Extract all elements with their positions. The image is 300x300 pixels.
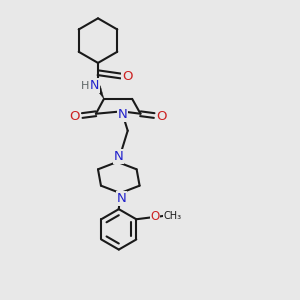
Text: O: O <box>69 110 80 123</box>
Text: N: N <box>117 192 127 205</box>
Text: N: N <box>118 108 127 122</box>
Text: N: N <box>114 150 124 163</box>
Polygon shape <box>96 86 104 99</box>
Text: O: O <box>150 210 160 224</box>
Text: CH₃: CH₃ <box>163 211 181 221</box>
Text: N: N <box>90 79 99 92</box>
Text: O: O <box>157 110 167 123</box>
Text: O: O <box>122 70 133 83</box>
Text: H: H <box>81 80 90 91</box>
